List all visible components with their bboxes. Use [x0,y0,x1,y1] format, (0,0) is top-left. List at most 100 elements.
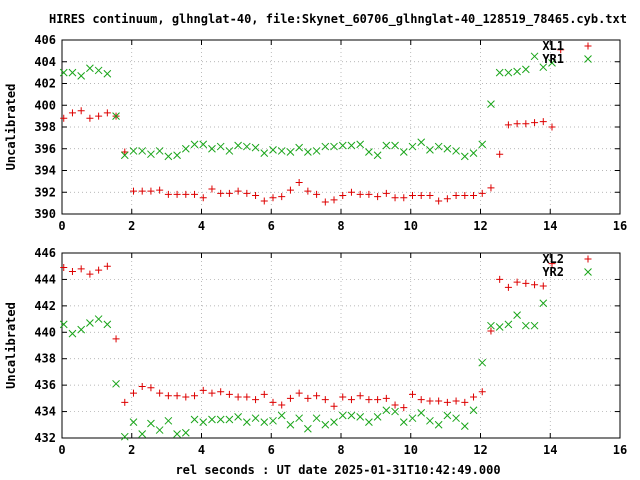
data-point-plus [347,396,355,404]
data-point-cross [251,143,260,152]
y-tick-label: 402 [34,77,56,91]
legend-label: YR2 [542,265,564,279]
data-point-cross [112,112,120,120]
data-point-cross [460,422,469,430]
data-point-plus [313,392,321,400]
data-point-plus [269,398,277,406]
data-point-plus [522,120,530,128]
data-point-cross [68,329,77,338]
data-point-cross [304,424,312,433]
data-point-plus [234,187,242,195]
data-point-plus [95,266,103,274]
data-point-plus [278,401,286,409]
x-tick-label: 10 [404,443,418,457]
data-point-plus [513,278,521,286]
data-point-plus [365,190,373,198]
data-point-cross [120,432,129,441]
y-tick-label: 442 [34,299,56,313]
x-tick-label: 0 [58,443,65,457]
data-point-plus [147,384,155,392]
x-tick-label: 16 [613,443,627,457]
data-point-plus [339,393,347,401]
data-point-cross [286,148,295,156]
legend-label: YR1 [542,52,564,66]
data-point-plus [408,192,416,200]
x-tick-label: 6 [268,443,275,457]
x-tick-label: 12 [473,443,487,457]
data-point-plus [313,190,321,198]
data-point-cross [365,148,373,156]
data-point-cross [208,415,216,424]
data-point-plus [374,396,382,404]
data-point-cross [225,415,234,424]
data-point-cross [504,68,513,77]
x-tick-label: 4 [198,443,205,457]
plot-frame [61,39,621,215]
data-point-plus [391,401,399,409]
data-point-plus [426,397,434,405]
legend-marker [584,42,592,50]
x-tick-label: 8 [337,443,344,457]
data-point-cross [295,143,304,152]
top-panel: 0 2 4 6 8 10 12 14 16 390 392 394 396 398 400 402 404 406… [4,33,627,233]
data-point-plus [260,390,268,398]
x-tick-label: 6 [268,219,275,233]
data-point-cross [452,414,460,423]
x-tick-label: 0 [58,219,65,233]
data-point-cross [434,420,443,429]
data-point-plus [435,197,443,205]
data-point-cross [225,147,234,155]
data-point-plus [138,187,146,195]
data-point-cross [321,420,330,429]
data-point-cross [443,144,452,153]
data-point-plus [321,396,329,404]
data-point-plus [443,195,451,203]
data-point-plus [191,190,199,198]
data-point-cross [94,315,103,323]
data-point-cross [495,323,504,331]
data-point-plus [68,109,76,117]
data-point-plus [321,198,329,206]
data-point-cross [548,58,556,67]
data-point-cross [234,413,242,421]
data-point-cross [59,68,68,77]
data-point-plus [199,194,207,202]
legend-marker [584,55,592,63]
data-point-plus [243,393,251,401]
legend-label: XL2 [542,252,564,266]
data-point-cross [391,141,399,150]
legend-label: XL1 [542,39,564,53]
data-point-plus [278,193,286,201]
data-point-plus [68,268,76,275]
data-point-plus [77,107,85,115]
data-point-plus [400,194,408,202]
data-point-plus [548,123,556,131]
data-point-plus [452,192,460,200]
x-tick-label: 2 [128,219,135,233]
data-point-plus [252,192,260,200]
data-point-cross [242,418,251,426]
data-point-plus [208,389,216,397]
x-axis-label: rel seconds : UT date 2025-01-31T10:42:4… [175,463,500,477]
data-point-plus [86,114,94,122]
data-point-cross [138,147,147,155]
data-point-plus [426,192,434,200]
x-tick-label: 10 [404,219,418,233]
data-point-plus [339,192,347,200]
y-tick-label: 438 [34,352,56,366]
data-point-cross [216,415,225,424]
data-point-plus [391,194,399,202]
data-point-plus [138,382,146,390]
data-point-cross [129,147,138,155]
data-point-cross [312,414,321,423]
data-point-cross [77,325,86,334]
data-point-cross [199,140,208,149]
data-point-plus [129,187,137,195]
data-point-cross [504,320,513,329]
data-point-plus [77,265,85,273]
x-tick-label: 14 [543,443,557,457]
data-point-cross [469,406,478,415]
data-point-cross [452,147,460,155]
data-point-plus [417,396,425,404]
